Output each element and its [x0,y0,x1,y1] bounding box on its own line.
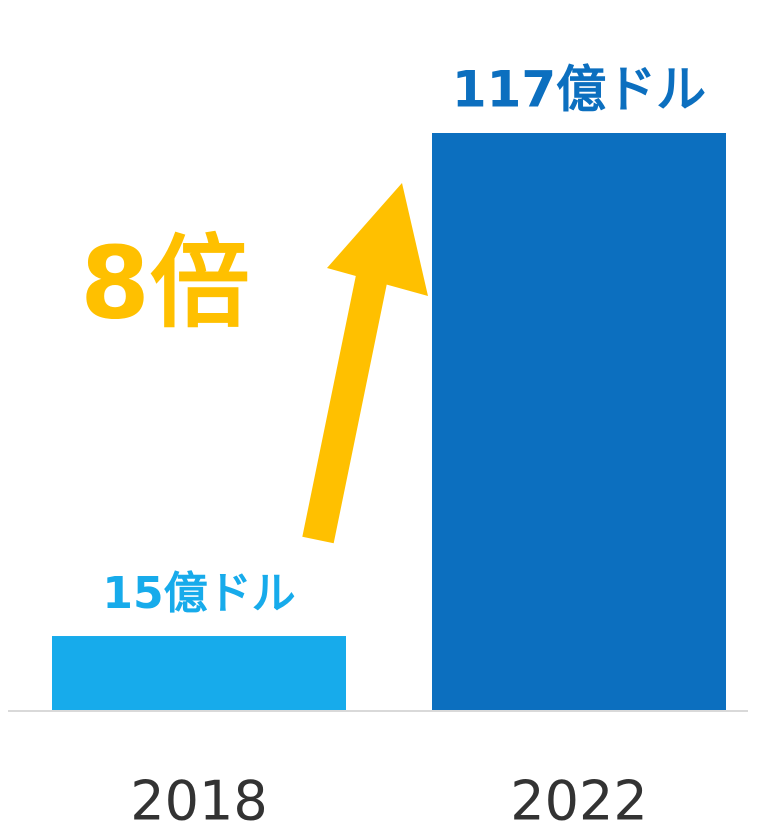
bar [432,133,726,710]
x-tick-label: 2022 [510,770,647,833]
value-label: 15億ドル [102,568,295,619]
arrow-shaft [302,258,391,544]
arrow-head [327,183,428,296]
annotation: 8倍 [80,224,250,341]
x-tick-label: 2018 [130,770,267,833]
value-label: 117億ドル [452,61,706,119]
growth-arrow [302,183,428,544]
bar [52,636,346,710]
